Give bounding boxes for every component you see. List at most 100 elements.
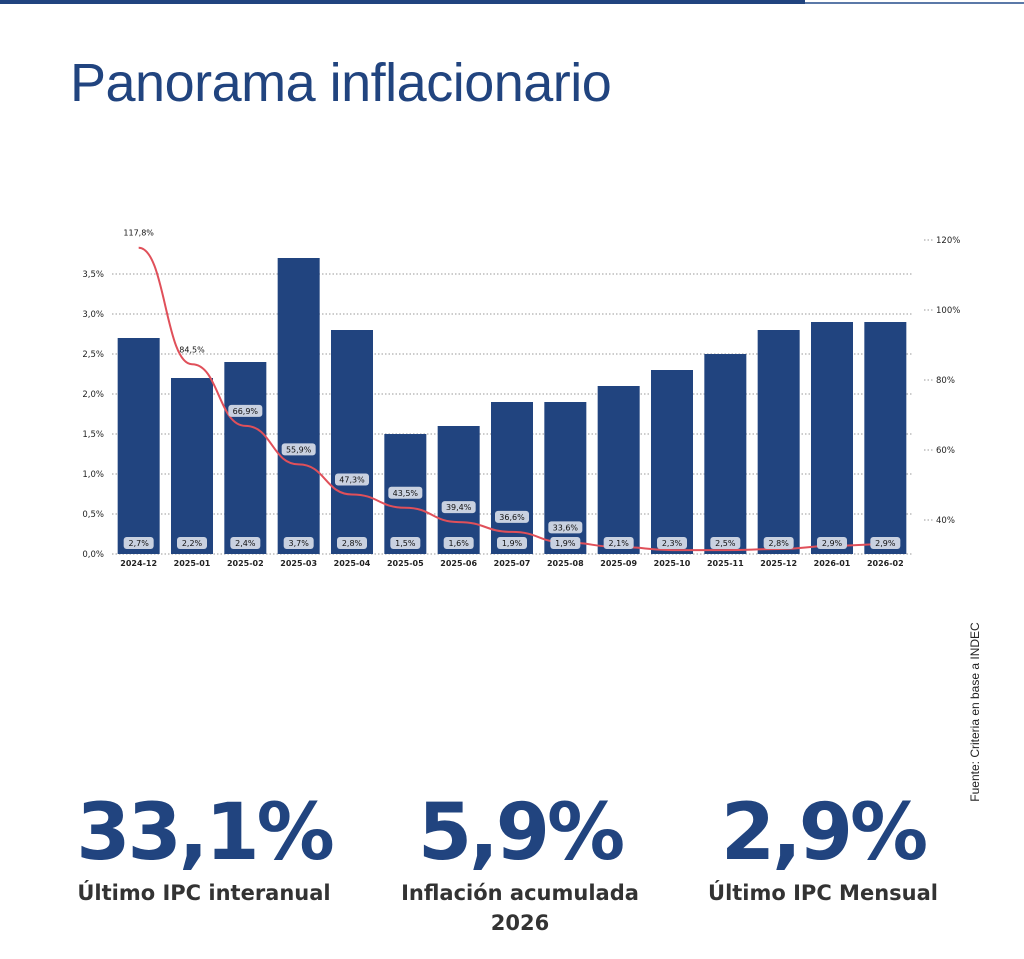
bar-data-label: 2,5% (715, 539, 736, 548)
x-tick-label: 2025-03 (280, 559, 317, 568)
x-tick-label: 2026-02 (867, 559, 904, 568)
bar-label-bg (817, 537, 847, 549)
bar-label-bg (497, 537, 527, 549)
bar-data-label: 2,8% (342, 539, 363, 548)
bar-label-bg (337, 537, 367, 549)
line-data-label: 43,5% (393, 489, 419, 498)
line-label-bg (495, 510, 529, 523)
left-tick-label: 0,5% (82, 510, 104, 520)
kpi-label: Inflación acumulada 2026 (401, 881, 639, 935)
line-data-label: 47,3% (339, 475, 365, 484)
line-label-bg (228, 404, 263, 417)
right-tick-label: 80% (936, 376, 955, 386)
bar (224, 362, 267, 554)
kpi-label: Último IPC interanual (77, 881, 331, 905)
line-data-label: 117,8% (123, 229, 154, 238)
x-tick-label: 2025-05 (387, 559, 424, 568)
bar-data-label: 2,9% (875, 539, 896, 548)
bar-data-label: 2,8% (769, 539, 790, 548)
bar-data-label: 1,5% (395, 539, 416, 548)
x-tick-label: 2025-01 (174, 559, 211, 568)
kpi-mensual: 2,9% Último IPC Mensual (673, 788, 973, 908)
bar-label-bg (177, 537, 207, 549)
x-tick-label: 2025-08 (547, 559, 584, 568)
x-tick-label: 2025-04 (334, 559, 371, 568)
line-data-label: 55,9% (286, 445, 312, 454)
kpi-acumulada: 5,9% Inflación acumulada 2026 (370, 788, 670, 938)
line-data-label: 84,5% (179, 345, 205, 354)
bar-data-label: 1,6% (449, 539, 470, 548)
bar-data-label: 2,7% (129, 539, 150, 548)
bar (864, 322, 907, 554)
left-tick-label: 1,0% (82, 470, 104, 480)
line-label-bg (441, 501, 476, 514)
bar (277, 258, 320, 554)
x-tick-label: 2025-09 (600, 559, 637, 568)
x-tick-label: 2025-12 (760, 559, 797, 568)
bar-data-label: 2,9% (822, 539, 843, 548)
right-tick-label: 40% (936, 516, 955, 526)
line-data-label: 39,4% (446, 503, 472, 512)
kpi-label: Último IPC Mensual (708, 881, 938, 905)
line-data-label: 66,9% (233, 407, 259, 416)
x-tick-label: 2025-06 (440, 559, 477, 568)
left-tick-label: 2,5% (82, 350, 104, 360)
bar (757, 330, 800, 554)
bar-label-bg (710, 537, 741, 549)
x-tick-label: 2025-02 (227, 559, 264, 568)
bar-label-bg (123, 537, 154, 549)
x-tick-label: 2025-07 (494, 559, 531, 568)
kpi-value: 2,9% (720, 788, 928, 878)
bar-label-bg (230, 537, 261, 549)
bar-label-bg (763, 537, 794, 549)
x-tick-label: 2025-10 (654, 559, 691, 568)
top-accent-bar-thin (805, 2, 1024, 4)
bar-data-label: 2,2% (182, 539, 203, 548)
line-label-bg (388, 486, 423, 499)
bar (171, 378, 213, 554)
x-tick-label: 2025-11 (707, 559, 744, 568)
bar (437, 426, 480, 554)
inflation-chart: 0,0% 0,5% 1,0% 1,5% 2,0% 2,5% 3,0% 3,5% 40% 60% 80… (82, 229, 960, 568)
right-tick-label: 120% (936, 236, 960, 246)
bar-label-bg (603, 537, 634, 549)
bar (704, 354, 747, 554)
right-tick-label: 60% (936, 446, 955, 456)
line-label-bg (548, 521, 583, 534)
bar (811, 322, 853, 554)
right-tick-label: 100% (936, 306, 960, 316)
top-accent-bar (0, 0, 805, 4)
line-label-bg (281, 443, 316, 456)
bar (117, 338, 160, 554)
bar-label-bg (283, 537, 314, 549)
left-tick-label: 3,0% (82, 310, 104, 320)
bar-data-label: 1,9% (502, 539, 523, 548)
kpi-value: 33,1% (76, 788, 335, 878)
bar (491, 402, 533, 554)
source-note: Fuente: Criteria en base a INDEC (968, 622, 982, 802)
left-tick-label: 2,0% (82, 390, 104, 400)
bar-data-label: 3,7% (289, 539, 310, 548)
bar-label-bg (443, 537, 474, 549)
bar-label-bg (870, 537, 901, 549)
left-tick-label: 3,5% (82, 270, 104, 280)
bar (331, 330, 373, 554)
left-tick-label: 0,0% (82, 550, 104, 560)
bar (597, 386, 640, 554)
bar-label-bg (550, 537, 581, 549)
x-tick-label: 2024-12 (120, 559, 157, 568)
left-tick-label: 1,5% (82, 430, 104, 440)
bar-data-label: 2,1% (609, 539, 630, 548)
line-data-label: 33,6% (553, 523, 579, 532)
bar-label-bg (657, 537, 687, 549)
page-title: Panorama inflacionario (70, 53, 612, 113)
bar-label-bg (390, 537, 421, 549)
kpi-interanual: 33,1% Último IPC interanual (54, 788, 354, 908)
x-tick-label: 2026-01 (814, 559, 851, 568)
bar-data-label: 2,3% (662, 539, 683, 548)
bar-data-label: 2,4% (235, 539, 256, 548)
bar-data-label: 1,9% (555, 539, 576, 548)
interanual-line (138, 246, 886, 552)
line-label-bg (335, 473, 369, 486)
bar (651, 370, 693, 554)
